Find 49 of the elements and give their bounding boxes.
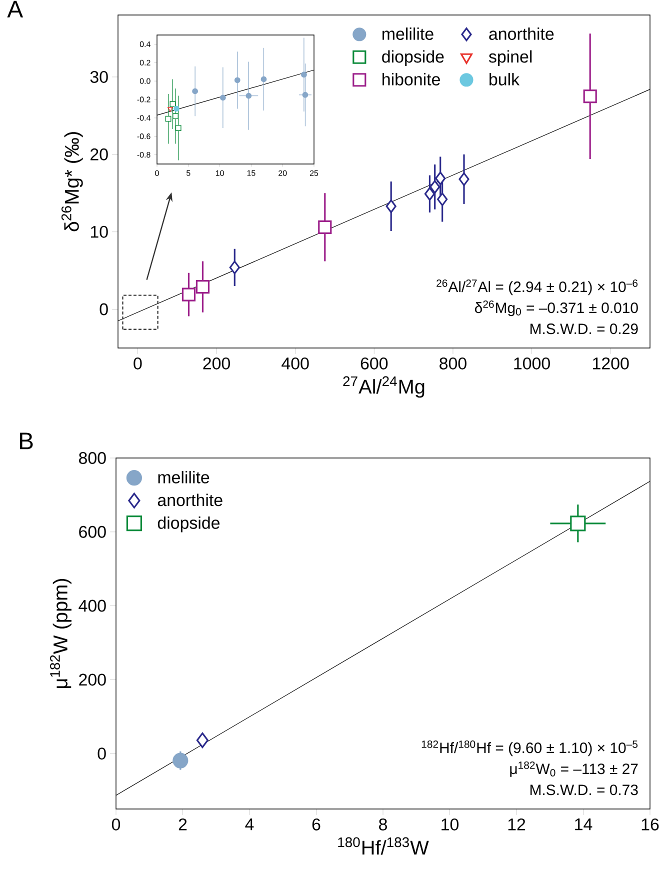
y-tick-label: 200 — [79, 674, 106, 686]
x-tick-label: 0 — [112, 818, 120, 830]
point — [196, 732, 208, 748]
x-tick-label: 6 — [312, 818, 320, 830]
point — [172, 752, 188, 768]
x-tick-label: 14 — [575, 818, 592, 830]
annotation: μ$^{182}$W$_{0}$ = –113 ± 27 — [510, 761, 638, 777]
x-tick-label: 16 — [642, 818, 659, 830]
annotation: M.S.W.D. = 0.29 — [530, 324, 638, 334]
legend-label: melilite — [382, 28, 434, 40]
x-tick-label: 200 — [203, 357, 230, 370]
x-tick-label: 1000 — [514, 357, 550, 370]
point — [174, 106, 180, 112]
legend-label: hibonite — [382, 73, 440, 86]
y-tick-label: 400 — [78, 600, 106, 612]
x-tick-label: 800 — [440, 357, 466, 370]
y-tick-label: 10 — [90, 226, 108, 238]
x-tick-label: 8 — [379, 818, 387, 830]
legend-label: anorthite — [489, 28, 554, 40]
y-tick-label: 0 — [100, 303, 108, 316]
x-tick-label: 4 — [245, 818, 254, 830]
legend-label: diopside — [382, 50, 444, 66]
chart-title: A — [7, 0, 24, 18]
legend-label: bulk — [490, 73, 520, 86]
legend-label: anorthite — [158, 494, 222, 506]
legend-label: diopside — [158, 516, 220, 532]
y-tick-label: 800 — [79, 452, 106, 464]
x-axis-title: $^{27}$Al/$^{24}$Mg — [343, 376, 424, 398]
x-tick-label: 12 — [508, 818, 526, 830]
y-axis-title: μ$^{182}$W (ppm) — [50, 578, 72, 688]
y-axis-title: δ$^{26}$Mg* (‰) — [61, 132, 83, 232]
y-tick-label: 30 — [90, 70, 108, 83]
y-tick-label: 0 — [98, 748, 106, 760]
point — [168, 107, 173, 112]
y-tick-label: 20 — [90, 148, 108, 160]
x-tick-label: 400 — [282, 357, 309, 370]
annotation: δ$^{26}$Mg$_{0}$ = –0.371 ± 0.010 — [474, 300, 638, 316]
x-axis-title: $^{180}$Hf/$^{183}$W — [338, 837, 429, 855]
annotation: $^{26}$Al/$^{27}$Al = (2.94 ± 0.21) × 10$^{–6}$ — [436, 279, 638, 296]
x-tick-label: 600 — [360, 357, 388, 370]
annotation: $^{182}$Hf/$^{180}$Hf = (9.60 ± 1.10) × 10$^{–5}$ — [422, 740, 638, 756]
x-tick-label: 1200 — [593, 357, 629, 370]
chart-title: B — [20, 432, 33, 450]
legend-label: melilite — [158, 470, 210, 484]
legend-label: spinel — [488, 50, 532, 66]
x-tick-label: 2 — [178, 818, 187, 830]
y-tick-label: 600 — [79, 526, 106, 538]
annotation: M.S.W.D. = 0.73 — [530, 784, 638, 796]
x-tick-label: 10 — [442, 818, 459, 830]
